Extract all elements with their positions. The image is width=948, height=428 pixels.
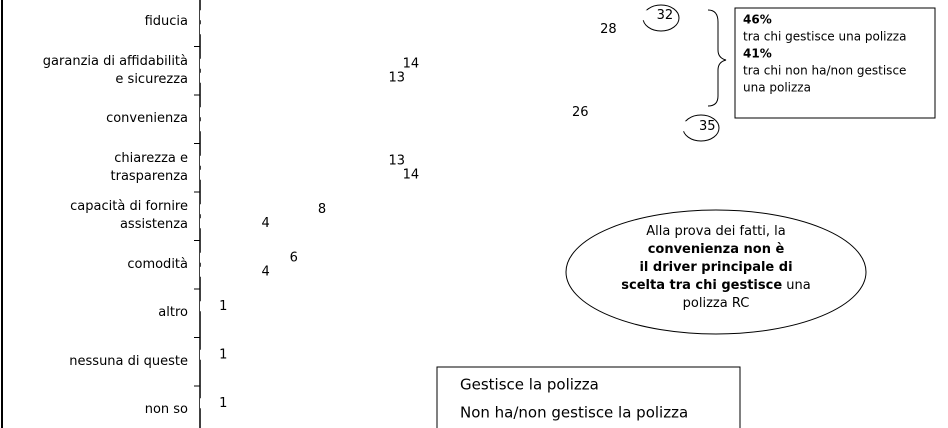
annotation-line: una polizza [743, 81, 811, 95]
legend-swatch [444, 407, 454, 417]
bracket [707, 9, 727, 107]
data-label: 26 [572, 105, 589, 120]
bar [200, 24, 596, 35]
data-label: 13 [388, 70, 405, 85]
bar [200, 169, 398, 180]
bar [200, 72, 384, 83]
bar [200, 301, 215, 312]
data-label: 32 [657, 8, 674, 23]
callout-segment: Alla prova dei fatti, la [646, 224, 785, 239]
bar [200, 121, 694, 132]
category-label: chiarezza e trasparenza [110, 150, 189, 184]
data-label: 1 [219, 347, 227, 362]
annotation-line: tra chi gestisce una polizza [743, 30, 906, 44]
category-label: comodità [127, 256, 188, 272]
legend-label: Gestisce la polizza [460, 376, 599, 394]
category-label: nessuna di queste [69, 353, 188, 369]
data-label: 1 [219, 299, 227, 314]
category-label: capacità di fornire assistenza [70, 199, 188, 233]
callout-segment: una [782, 278, 811, 293]
callout-segment: il driver principale di [639, 260, 792, 275]
bar [200, 266, 257, 277]
legend-box [436, 366, 741, 428]
legend-label: Non ha/non gestisce la polizza [460, 404, 688, 422]
data-label: 14 [403, 56, 420, 71]
callout-line: Alla prova dei fatti, la [646, 224, 785, 239]
callout-line: convenienza non è [648, 242, 785, 257]
callout-line: il driver principale di [639, 260, 792, 275]
callout-line: polizza RC [683, 296, 750, 311]
callout-line: scelta tra chi gestisce una [621, 278, 810, 293]
legend-swatch [444, 379, 454, 389]
data-label: 13 [388, 153, 405, 168]
annotation-line: 46% [743, 13, 772, 27]
bar [200, 349, 215, 360]
category-label: non so [144, 402, 188, 418]
data-label: 1 [219, 396, 227, 411]
callout-ellipse [565, 209, 867, 335]
callout-segment: polizza RC [683, 296, 750, 311]
annotation-line: 41% [743, 47, 772, 61]
bar [200, 218, 257, 229]
data-label: 4 [261, 264, 269, 279]
category-label: altro [158, 305, 188, 321]
data-label: 14 [403, 167, 420, 182]
annotation-line: tra chi non ha/non gestisce [743, 64, 906, 78]
data-label: 28 [600, 22, 617, 37]
data-label: 35 [699, 119, 716, 134]
bar [200, 252, 285, 263]
category-label: garanzia di affidabilità e sicurezza [42, 53, 188, 87]
data-label: 6 [290, 250, 298, 265]
category-label: convenienza [106, 111, 188, 127]
data-label: 8 [318, 202, 326, 217]
data-label: 4 [261, 216, 269, 231]
bar [200, 155, 384, 166]
bar [200, 58, 398, 69]
bar [200, 204, 313, 215]
category-label: fiducia [144, 14, 188, 30]
callout-segment: scelta tra chi gestisce [621, 278, 782, 293]
bar [200, 107, 567, 118]
bar [200, 10, 652, 21]
annotation-box [734, 7, 936, 119]
bar [200, 398, 215, 409]
callout-segment: convenienza non è [648, 242, 785, 257]
